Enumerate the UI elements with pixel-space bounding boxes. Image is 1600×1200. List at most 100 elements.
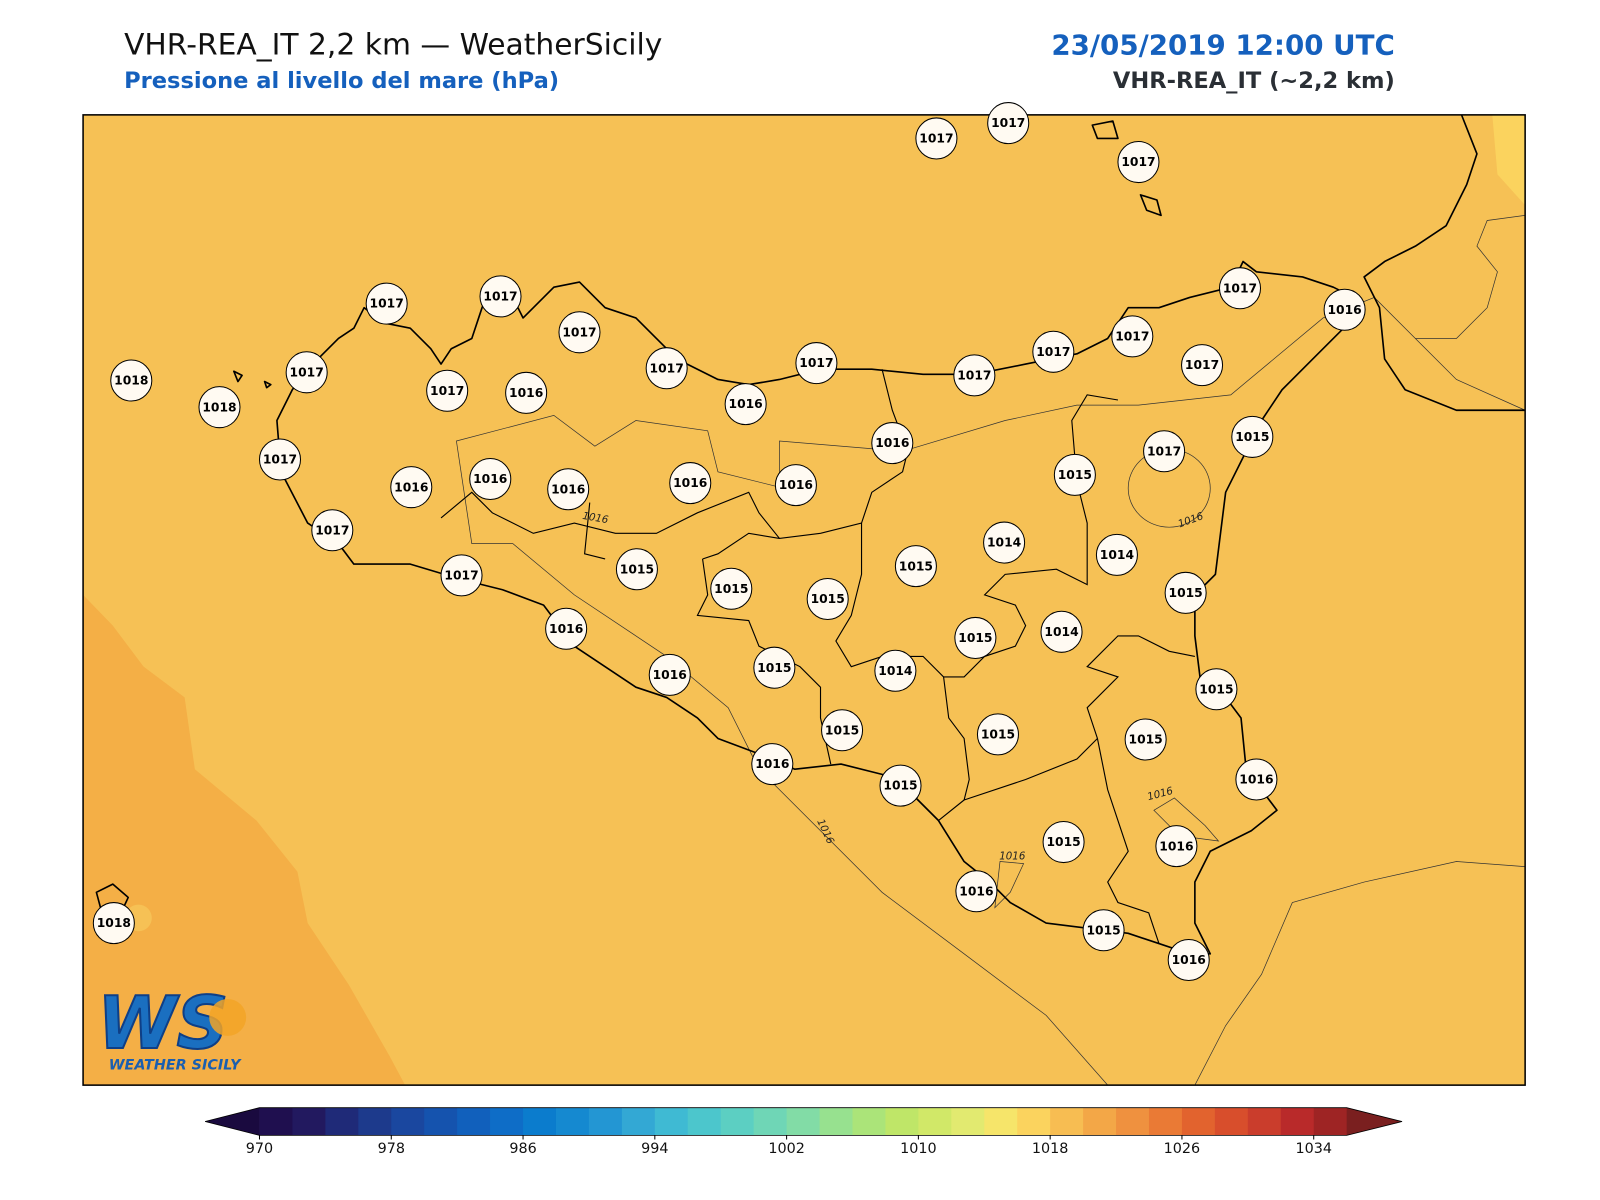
station-marker bbox=[1167, 938, 1210, 982]
station-value: 1016 bbox=[549, 622, 583, 636]
station-marker bbox=[751, 743, 794, 786]
station-marker bbox=[915, 117, 958, 160]
colorbar-segment bbox=[523, 1107, 557, 1136]
colorbar-tick-label: 970 bbox=[246, 1141, 273, 1157]
station-value: 1017 bbox=[430, 384, 464, 398]
station-marker bbox=[426, 369, 469, 412]
colorbar-segment bbox=[391, 1107, 425, 1136]
station-marker bbox=[1082, 909, 1125, 952]
colorbar-segment bbox=[819, 1107, 854, 1136]
model: VHR-REA_IT (~2,2 km) bbox=[1113, 68, 1395, 94]
station-marker bbox=[871, 422, 914, 465]
logo-sun bbox=[209, 998, 247, 1036]
map bbox=[83, 114, 1526, 1086]
colorbar-segment bbox=[358, 1107, 392, 1136]
station-marker bbox=[987, 102, 1030, 145]
station-value: 1016 bbox=[875, 436, 909, 450]
island bbox=[95, 120, 1162, 914]
station-value: 1014 bbox=[1100, 548, 1134, 562]
station-value: 1015 bbox=[757, 661, 791, 675]
colorbar-tick-label: 994 bbox=[641, 1141, 668, 1157]
station-value: 1017 bbox=[483, 290, 517, 304]
station-value: 1016 bbox=[473, 472, 507, 486]
colorbar-segment bbox=[1148, 1107, 1183, 1136]
province-border bbox=[440, 369, 1195, 944]
station-value: 1016 bbox=[779, 478, 813, 492]
station-value: 1017 bbox=[1121, 155, 1155, 169]
station-value: 1015 bbox=[714, 582, 748, 596]
station-value: 1016 bbox=[1159, 839, 1193, 853]
colorbar-segment bbox=[1116, 1107, 1150, 1136]
station-value: 1017 bbox=[799, 356, 833, 370]
colorbar: 970 978 986 994 1002 1010 1018 1026 1034 bbox=[205, 1107, 1403, 1157]
station-marker bbox=[724, 383, 767, 426]
logo: WS WEATHER SICILY bbox=[96, 980, 247, 1074]
colorbar-segment bbox=[588, 1107, 623, 1136]
colorbar-segment bbox=[621, 1107, 656, 1136]
station-marker bbox=[1218, 267, 1262, 310]
station-value: 1015 bbox=[981, 727, 1015, 741]
station-marker bbox=[285, 351, 328, 394]
station-marker bbox=[1053, 453, 1096, 496]
colorbar-segment bbox=[1181, 1107, 1216, 1136]
station-marker bbox=[390, 466, 433, 509]
station-marker bbox=[795, 342, 838, 385]
station-value: 1016 bbox=[755, 757, 789, 771]
logo-mark: WS bbox=[97, 981, 228, 1065]
station-value: 1015 bbox=[1235, 430, 1269, 444]
station-marker bbox=[879, 764, 922, 807]
map-frame bbox=[82, 114, 1526, 1086]
title: VHR-REA_IT 2,2 km — WeatherSicily bbox=[124, 27, 662, 62]
station-marker bbox=[198, 386, 241, 429]
station-marker bbox=[983, 521, 1026, 564]
station-marker bbox=[1117, 141, 1160, 184]
station-marker bbox=[440, 554, 483, 597]
station-marker bbox=[1095, 533, 1138, 576]
station-marker bbox=[1124, 718, 1167, 761]
station-marker bbox=[1235, 758, 1278, 801]
station-marker bbox=[1164, 571, 1207, 614]
station-value: 1017 bbox=[315, 523, 349, 537]
colorbar-segment bbox=[918, 1107, 952, 1136]
colorbar-segment bbox=[325, 1107, 359, 1136]
station-value: 1017 bbox=[650, 361, 684, 375]
station-marker bbox=[645, 347, 688, 390]
station-value: 1016 bbox=[394, 480, 428, 494]
station-value: 1014 bbox=[878, 664, 912, 678]
station-value: 1017 bbox=[1115, 330, 1149, 344]
station-marker bbox=[469, 457, 512, 500]
station-value: 1017 bbox=[919, 132, 953, 146]
station-value: 1017 bbox=[370, 297, 404, 311]
station-value: 1017 bbox=[991, 116, 1025, 130]
station-marker bbox=[365, 282, 408, 325]
station-value: 1015 bbox=[1058, 468, 1092, 482]
station-marker bbox=[258, 438, 302, 481]
station-marker bbox=[1143, 430, 1186, 473]
colorbar-tick-label: 1010 bbox=[900, 1141, 937, 1157]
station-value: 1015 bbox=[1086, 923, 1120, 937]
field-high bbox=[83, 594, 406, 1086]
station-value: 1015 bbox=[620, 562, 654, 576]
colorbar-segment bbox=[1050, 1107, 1084, 1136]
station-value: 1016 bbox=[1172, 953, 1206, 967]
station-value: 1017 bbox=[957, 368, 991, 382]
station-marker bbox=[547, 468, 590, 511]
station-value: 1015 bbox=[1129, 733, 1163, 747]
station-value: 1016 bbox=[729, 397, 763, 411]
colorbar-segment bbox=[786, 1107, 821, 1136]
colorbar-segment bbox=[1214, 1107, 1249, 1136]
colorbar-segment bbox=[885, 1107, 919, 1136]
stations: 1017 1017 1017 1018 1018 1017 1017 1017 1017 1017… bbox=[92, 102, 1366, 982]
colorbar-segment bbox=[292, 1107, 326, 1136]
station-marker bbox=[615, 548, 658, 591]
station-value: 1015 bbox=[1169, 586, 1203, 600]
station-marker bbox=[311, 509, 354, 552]
station-marker bbox=[1040, 610, 1083, 653]
station-value: 1018 bbox=[97, 916, 131, 930]
station-value: 1016 bbox=[653, 668, 687, 682]
station-marker bbox=[894, 545, 937, 588]
colorbar-segment bbox=[555, 1107, 590, 1136]
station-marker bbox=[110, 359, 153, 402]
colorbar-tick-label: 1026 bbox=[1164, 1141, 1201, 1157]
